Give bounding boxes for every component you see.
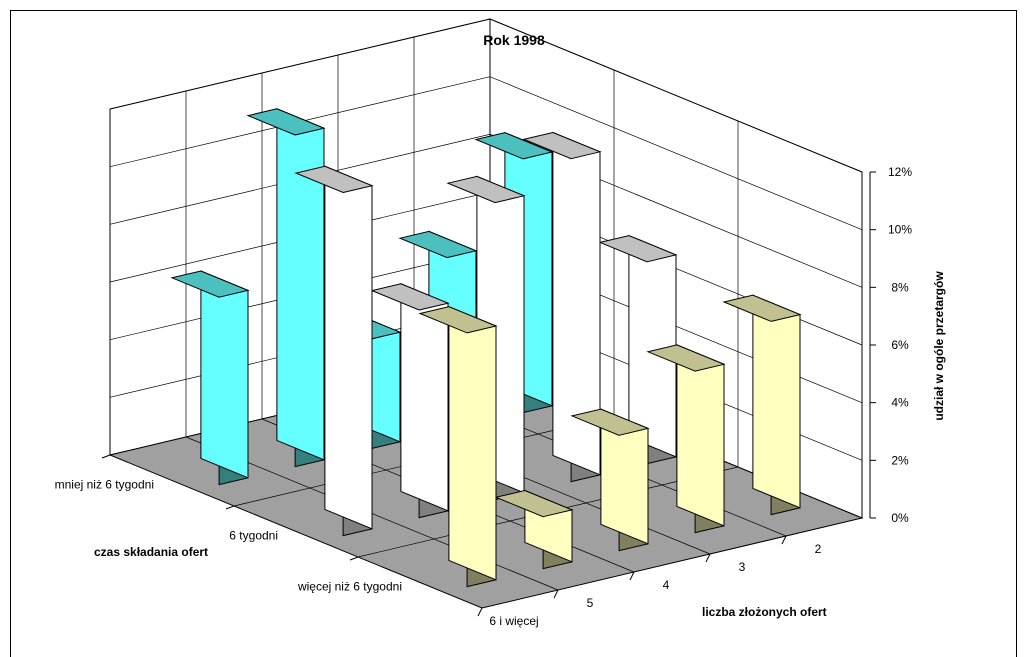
bar-top bbox=[522, 131, 602, 160]
x-tick-label: 3 bbox=[739, 560, 746, 574]
bar-side bbox=[752, 294, 801, 509]
y-tick-label: 2% bbox=[891, 453, 909, 467]
x-tick-label: 5 bbox=[587, 596, 594, 610]
depth-tick-label: 6 tygodni bbox=[229, 529, 278, 543]
bar-side bbox=[448, 305, 497, 581]
bar-side bbox=[676, 344, 725, 527]
bar bbox=[170, 270, 250, 486]
bar-top bbox=[418, 306, 498, 334]
bar-top bbox=[370, 283, 450, 311]
y-tick-label: 0% bbox=[891, 511, 909, 525]
x-axis-title: liczba złożonych ofert bbox=[702, 605, 827, 619]
bar bbox=[246, 108, 326, 468]
y-axis-title: udział w ogóle przetargów bbox=[932, 271, 946, 421]
bar bbox=[294, 165, 374, 537]
y-tick-label: 4% bbox=[891, 396, 909, 410]
x-tick-label: 6 i więcej bbox=[489, 614, 538, 628]
bar bbox=[646, 344, 726, 534]
bar-side bbox=[276, 108, 325, 461]
y-tick-label: 6% bbox=[891, 338, 909, 352]
bar-top bbox=[446, 175, 526, 204]
bar-top bbox=[170, 270, 250, 298]
bar-top bbox=[474, 132, 554, 160]
depth-tick-mark bbox=[225, 505, 235, 510]
bar-top bbox=[398, 230, 478, 259]
depth-axis-title: czas składania ofert bbox=[94, 545, 208, 559]
x-tick-label: 4 bbox=[663, 578, 670, 592]
labels-group: 0% 2% 4% 6% 8% 10% 12% 6 i więcej 5 4 3 2 mniej niż … bbox=[55, 165, 913, 628]
bar bbox=[522, 131, 602, 483]
bar-side bbox=[324, 165, 373, 530]
chart-title: Rok 1998 bbox=[483, 32, 545, 48]
bar bbox=[722, 294, 802, 516]
bar bbox=[494, 489, 574, 570]
x-tick-mark bbox=[553, 589, 559, 599]
depth-tick-label: więcej niż 6 tygodni bbox=[297, 580, 402, 594]
bar-top bbox=[294, 165, 374, 194]
depth-tick-mark bbox=[101, 454, 111, 459]
bar-top bbox=[722, 294, 802, 322]
y-tick-label: 8% bbox=[891, 280, 909, 294]
bar-top bbox=[598, 235, 678, 263]
bar bbox=[598, 234, 678, 465]
depth-tick-mark bbox=[349, 556, 359, 561]
bar bbox=[370, 283, 450, 519]
x-tick-mark bbox=[477, 607, 483, 617]
x-tick-mark bbox=[781, 535, 787, 545]
chart-frame bbox=[10, 10, 1017, 657]
x-tick-label: 2 bbox=[815, 542, 822, 556]
y-tick-label: 10% bbox=[888, 223, 912, 237]
bar bbox=[570, 408, 650, 552]
bar-top bbox=[246, 108, 326, 136]
bar-top bbox=[494, 489, 574, 518]
x-tick-mark bbox=[629, 571, 635, 581]
bar bbox=[418, 305, 498, 588]
y-tick-label: 12% bbox=[888, 165, 912, 179]
bar-top bbox=[570, 408, 650, 436]
depth-tick-label: mniej niż 6 tygodni bbox=[55, 478, 154, 492]
bar-top bbox=[646, 344, 726, 372]
bar-side bbox=[200, 270, 249, 479]
x-tick-mark bbox=[705, 553, 711, 563]
bars-group bbox=[170, 108, 802, 588]
